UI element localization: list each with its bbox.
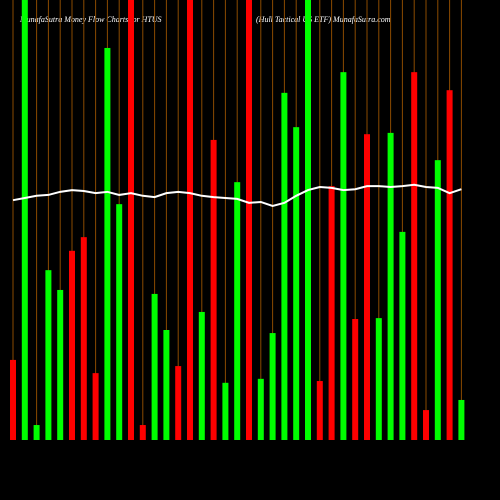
bar — [104, 47, 111, 441]
bar — [10, 359, 16, 440]
bar — [293, 127, 300, 440]
bar — [210, 139, 217, 441]
bar — [175, 366, 182, 440]
bar — [446, 90, 453, 440]
bar — [316, 381, 323, 440]
bar — [281, 92, 288, 440]
bar — [423, 410, 429, 440]
bar — [328, 186, 335, 440]
bar — [387, 132, 394, 440]
bar — [69, 250, 75, 440]
bar — [33, 425, 40, 440]
bar — [399, 231, 406, 440]
bar — [116, 204, 123, 440]
bar — [80, 237, 87, 440]
bar — [340, 72, 347, 440]
bar — [234, 182, 241, 440]
bar — [92, 373, 99, 440]
bar — [45, 270, 52, 440]
bar — [187, 0, 193, 440]
bar — [364, 134, 370, 440]
chart-subtitle: (Hull Tactical US ETF) MunafaSutra.com — [256, 15, 391, 24]
bar — [305, 0, 311, 440]
bar — [257, 378, 264, 440]
bar — [352, 319, 359, 440]
bar — [222, 382, 229, 440]
bar — [198, 311, 205, 440]
bar — [163, 330, 170, 440]
bar — [57, 289, 64, 440]
bar — [411, 72, 418, 440]
bar — [21, 0, 28, 440]
bar — [458, 399, 465, 440]
bar — [434, 160, 441, 440]
bar — [375, 318, 382, 440]
bar — [128, 0, 134, 440]
bar — [151, 293, 158, 440]
bar — [246, 0, 252, 440]
money-flow-line — [12, 183, 462, 207]
chart-title: MunafaSutra Money Flow Charts for HTUS — [19, 15, 162, 24]
bar — [269, 333, 276, 440]
bar — [139, 425, 146, 440]
